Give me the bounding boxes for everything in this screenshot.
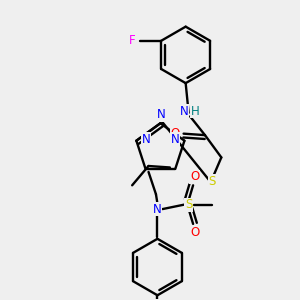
Text: S: S — [185, 198, 192, 211]
Text: N: N — [153, 202, 162, 216]
Text: O: O — [190, 170, 199, 184]
Text: N: N — [170, 133, 179, 146]
Text: O: O — [190, 226, 199, 239]
Text: F: F — [129, 34, 135, 47]
Text: S: S — [209, 175, 216, 188]
Text: N: N — [157, 108, 165, 122]
Text: N: N — [142, 133, 150, 146]
Text: N: N — [180, 105, 189, 118]
Text: H: H — [191, 105, 200, 118]
Text: O: O — [171, 127, 180, 140]
